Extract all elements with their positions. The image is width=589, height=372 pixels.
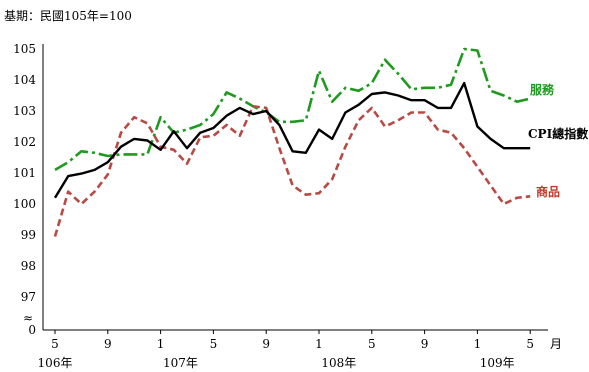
x-month-label: 9: [104, 337, 112, 351]
y-tick-label: 105: [13, 42, 36, 56]
x-year-label: 108年: [321, 356, 356, 370]
x-month-unit-label: 月: [550, 337, 562, 351]
y-tick-label: 0: [28, 323, 36, 337]
x-month-label: 1: [474, 337, 482, 351]
x-year-label: 109年: [480, 356, 515, 370]
x-axis-labels: 5 9 1 5 9 1 5 9 1 5 月 106年 107年 108年 109年: [38, 330, 562, 370]
x-month-label: 5: [526, 337, 534, 351]
x-month-label: 5: [210, 337, 218, 351]
y-tick-label: 101: [13, 166, 36, 180]
y-tick-label: 103: [13, 104, 36, 118]
series-line-cpi-total: [53, 81, 531, 199]
x-month-label: 1: [315, 337, 323, 351]
y-axis: 105 104 103 102 101 100 99 98 97 0 ≈: [13, 42, 44, 337]
x-month-label: 9: [262, 337, 270, 351]
cpi-total-series-label: CPI總指數: [528, 126, 588, 141]
series-group: [53, 47, 531, 237]
series-line-goods: [53, 105, 531, 237]
goods-series-label: 商品: [536, 184, 560, 199]
series-line-services: [54, 47, 531, 172]
x-month-label: 5: [51, 337, 59, 351]
y-tick-label: 97: [21, 290, 36, 304]
x-month-label: 9: [421, 337, 429, 351]
y-tick-label: 98: [21, 259, 36, 273]
services-series-label: 服務: [530, 82, 555, 97]
x-month-label: 1: [157, 337, 165, 351]
axis-break-mark: ≈: [23, 311, 33, 325]
x-month-label: 5: [368, 337, 376, 351]
y-tick-label: 102: [13, 135, 36, 149]
y-tick-label: 99: [21, 228, 36, 242]
base-period-note: 基期：民國105年=100: [4, 9, 132, 23]
y-tick-label: 100: [13, 197, 36, 211]
x-year-label: 107年: [163, 356, 198, 370]
x-year-label: 106年: [38, 356, 73, 370]
y-tick-label: 104: [13, 73, 36, 87]
